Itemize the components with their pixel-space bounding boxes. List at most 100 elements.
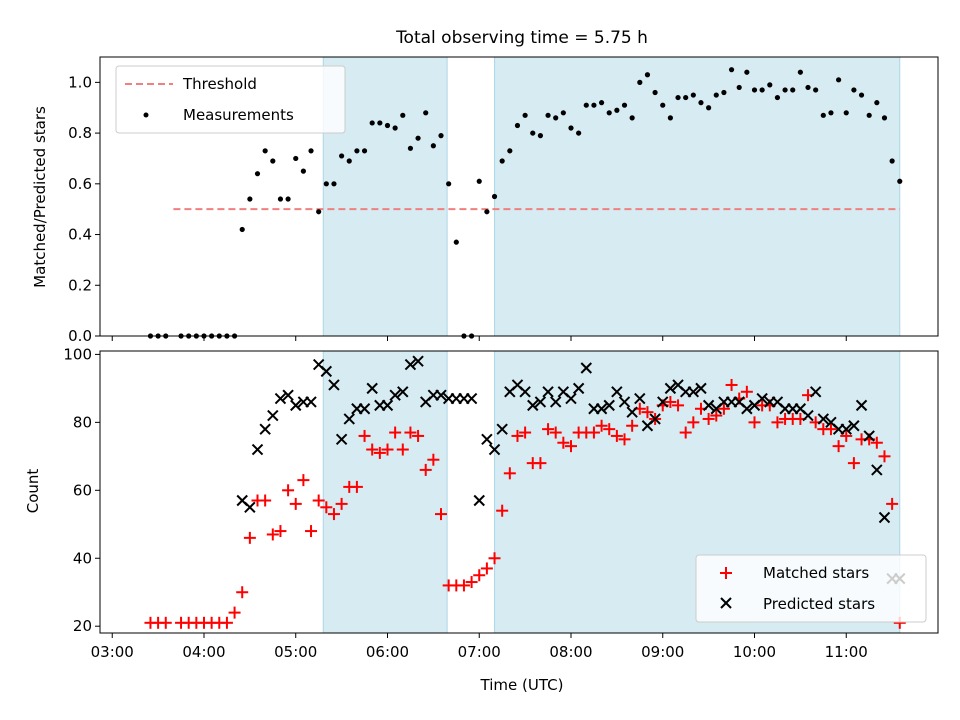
matched-point <box>710 409 723 422</box>
measurement-point <box>254 171 261 177</box>
measurement-point <box>545 112 551 118</box>
measurement-point <box>660 102 666 108</box>
measurement-point <box>530 130 536 136</box>
measurement-point <box>706 105 712 111</box>
predicted-point <box>626 406 638 418</box>
measurement-point <box>805 84 811 91</box>
matched-point <box>824 423 837 436</box>
matched-point <box>687 416 700 429</box>
matched-point <box>358 429 371 442</box>
measurement-point <box>820 112 826 118</box>
predicted-point <box>595 403 608 415</box>
measurement-point <box>285 196 291 202</box>
matched-point <box>626 419 639 432</box>
measurement-point <box>690 92 696 98</box>
measurement-point <box>293 155 299 162</box>
matched-point <box>473 569 486 582</box>
predicted-point <box>282 389 294 401</box>
measurement-point <box>606 110 612 116</box>
x-axis-label: Time (UTC) <box>480 676 564 694</box>
matched-point <box>878 450 891 463</box>
measurement-point <box>430 143 436 149</box>
matched-point <box>259 494 272 507</box>
measurement-point <box>514 122 521 129</box>
measurement-point <box>270 158 276 164</box>
bottom-axes: 20 40 60 80 100 03:00 04:00 05:00 06:00 07:00 08:0… <box>63 345 939 661</box>
measurements-legend-label: Measurements <box>183 106 294 124</box>
predicted-point <box>756 392 768 405</box>
matched-point <box>748 416 761 429</box>
matched-point <box>404 426 417 439</box>
predicted-point <box>435 389 447 401</box>
measurement-point <box>568 125 574 131</box>
y-tick-label: 20 <box>73 617 92 635</box>
matched-point <box>327 508 340 521</box>
measurement-point <box>446 181 452 187</box>
measurement-point <box>866 112 872 118</box>
matched-point <box>412 429 425 442</box>
measurement-point <box>384 122 391 129</box>
measurement-point <box>576 130 582 136</box>
measurement-point <box>300 168 306 174</box>
measurement-point <box>537 133 544 139</box>
measurement-point <box>354 148 360 154</box>
y-tick-label: 0.8 <box>68 124 92 142</box>
measurement-point <box>239 226 245 233</box>
matched-point <box>159 616 172 629</box>
matched-point <box>886 497 899 510</box>
matched-point <box>534 457 547 470</box>
predicted-point <box>618 396 631 408</box>
predicted-point <box>534 396 547 408</box>
matched-point <box>335 497 348 510</box>
matched-point <box>282 484 295 497</box>
predicted-point <box>343 413 355 425</box>
measurement-point <box>491 193 498 200</box>
matched-point <box>350 480 363 493</box>
matched-point <box>381 443 394 456</box>
predicted-point <box>611 386 623 398</box>
x-tick-label: 10:00 <box>733 643 776 661</box>
matched-point <box>427 453 440 466</box>
predicted-point <box>488 443 501 456</box>
x-tick-label: 11:00 <box>825 643 868 661</box>
predicted-point <box>397 386 409 398</box>
matched-point <box>243 531 256 544</box>
matched-point <box>297 474 310 487</box>
bottom-y-axis-label: Count <box>24 469 42 514</box>
predicted-point <box>664 382 677 395</box>
matched-point <box>664 395 677 408</box>
x-tick-label: 03:00 <box>91 643 134 661</box>
measurement-point <box>736 84 742 91</box>
top-axes: 0.0 0.2 0.4 0.6 0.8 1.0 <box>68 56 939 345</box>
measurement-point <box>713 92 719 98</box>
matched-point <box>320 501 333 514</box>
measurement-point <box>262 148 268 154</box>
measurement-point <box>369 120 375 126</box>
matched-point <box>771 416 784 429</box>
measurement-point <box>675 94 681 101</box>
x-tick-label: 07:00 <box>458 643 501 661</box>
predicted-point <box>878 511 891 524</box>
predicted-point <box>542 386 554 398</box>
measurement-point <box>652 89 658 96</box>
predicted-point <box>527 399 539 412</box>
measurement-point <box>874 100 880 106</box>
matched-point <box>595 419 608 432</box>
predicted-point <box>335 433 348 446</box>
matched-point <box>419 463 432 476</box>
predicted-point <box>855 399 868 412</box>
predicted-point <box>267 409 279 422</box>
measurement-point <box>644 72 651 78</box>
predicted-legend-swatch <box>720 597 732 609</box>
matched-point <box>457 579 470 592</box>
matched-point <box>725 378 738 391</box>
matched-point <box>672 399 685 412</box>
measurement-point <box>782 87 788 93</box>
measurement-point <box>339 153 345 159</box>
axes-frame <box>99 56 939 337</box>
predicted-point <box>251 443 264 456</box>
matched-point <box>618 433 631 446</box>
predicted-point <box>863 430 875 442</box>
measurement-point <box>415 135 421 141</box>
y-tick-label: 0.2 <box>68 276 92 294</box>
